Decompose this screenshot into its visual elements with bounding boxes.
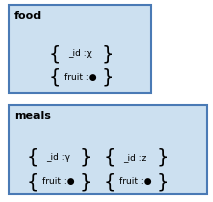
FancyBboxPatch shape xyxy=(9,6,151,94)
Text: _id :z: _id :z xyxy=(124,152,147,161)
Text: food: food xyxy=(14,11,42,21)
Text: }: } xyxy=(157,147,169,166)
Text: }: } xyxy=(80,147,92,166)
Text: {: { xyxy=(104,171,116,190)
Text: fruit :●: fruit :● xyxy=(119,176,152,185)
Text: {: { xyxy=(48,67,60,86)
Text: {: { xyxy=(48,44,60,63)
Text: _id :γ: _id :γ xyxy=(47,152,71,161)
Text: {: { xyxy=(104,147,116,166)
Text: }: } xyxy=(101,67,114,86)
Text: }: } xyxy=(157,171,169,190)
Text: fruit :●: fruit :● xyxy=(42,176,75,185)
Text: meals: meals xyxy=(14,110,51,120)
Text: fruit :●: fruit :● xyxy=(63,72,96,81)
Text: {: { xyxy=(27,171,39,190)
Text: }: } xyxy=(80,171,92,190)
Text: _id :χ: _id :χ xyxy=(68,49,92,58)
Text: {: { xyxy=(27,147,39,166)
Text: }: } xyxy=(101,44,114,63)
FancyBboxPatch shape xyxy=(9,105,207,194)
